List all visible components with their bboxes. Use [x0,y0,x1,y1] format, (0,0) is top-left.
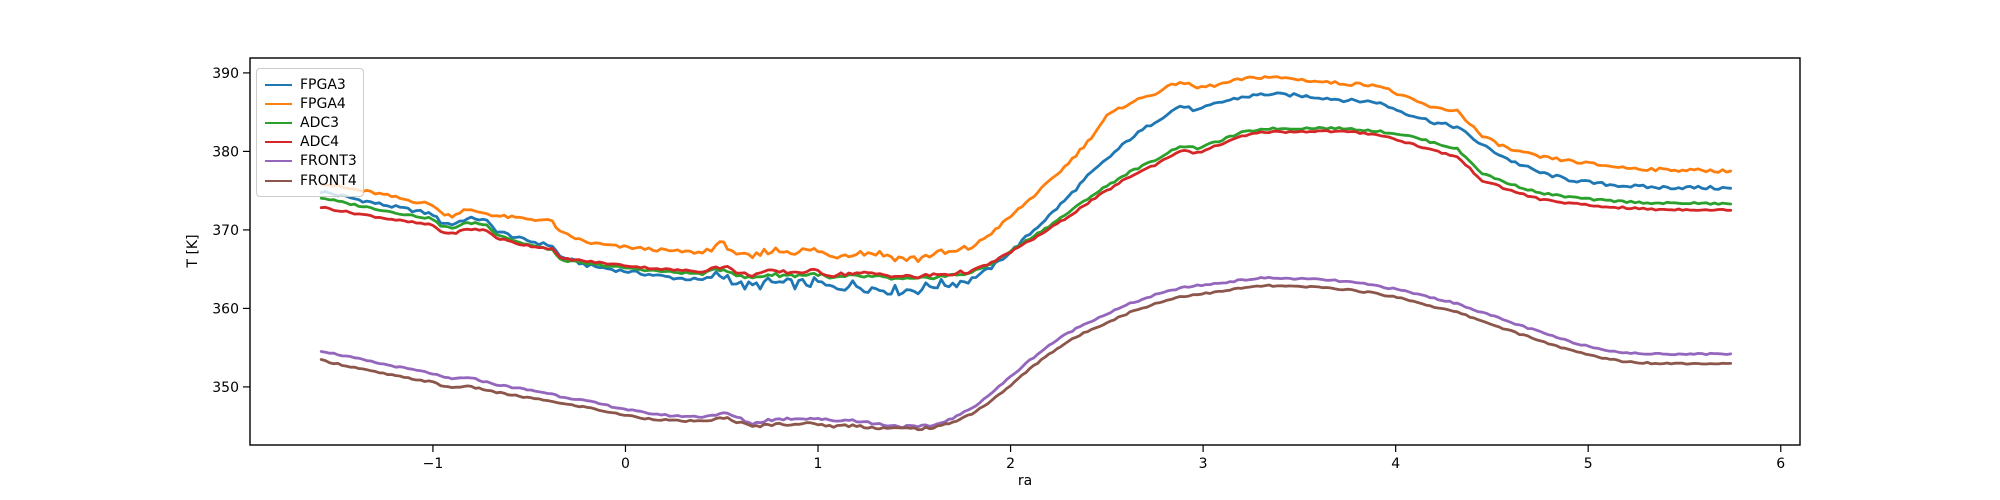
legend-item-ADC3: ADC3 [265,113,357,132]
legend-item-FPGA3: FPGA3 [265,75,357,94]
x-tick-label: 2 [1006,456,1015,472]
plot-area: −1 0 1 2 3 4 5 6 350 360 370 380 390 [212,57,1801,472]
legend-item-FRONT4: FRONT4 [265,171,357,190]
legend-line-swatch [265,179,292,182]
legend-item-FPGA4: FPGA4 [265,94,357,113]
x-tick-label: 6 [1776,456,1785,472]
legend-label: FPGA3 [300,76,346,93]
x-tick-label: 5 [1584,456,1593,472]
x-axis-label: ra [1018,473,1032,489]
series-line-FRONT3 [319,276,1733,430]
series-line-FPGA4 [319,75,1733,263]
axes-spines [249,57,1801,446]
y-tick-label: 350 [212,380,239,396]
legend-line-swatch [265,160,292,163]
legend-line-swatch [265,121,292,124]
x-tick-label: 0 [621,456,630,472]
x-tick-label: 3 [1199,456,1208,472]
y-tick-label: 390 [212,66,239,82]
series-line-FRONT4 [319,283,1733,432]
legend-item-FRONT3: FRONT3 [265,152,357,171]
y-tick-label: 360 [212,301,239,317]
legend-line-swatch [265,83,292,86]
legend-label: FPGA4 [300,95,346,112]
legend-line-swatch [265,141,292,144]
legend-label: FRONT4 [300,172,357,189]
legend: FPGA3 FPGA4 ADC3 ADC4 FRONT3 FRONT4 [256,68,364,198]
x-tick-label: 1 [814,456,823,472]
legend-label: ADC4 [300,134,340,151]
legend-label: ADC3 [300,114,340,131]
legend-line-swatch [265,102,292,105]
x-tick-label: −1 [423,456,444,472]
legend-label: FRONT3 [300,153,357,170]
legend-item-ADC4: ADC4 [265,133,357,152]
x-tick-label: 4 [1391,456,1400,472]
series-line-ADC4 [319,129,1733,280]
y-tick-label: 380 [212,144,239,160]
y-tick-label: 370 [212,223,239,239]
y-axis-label: T [K] [185,234,201,268]
